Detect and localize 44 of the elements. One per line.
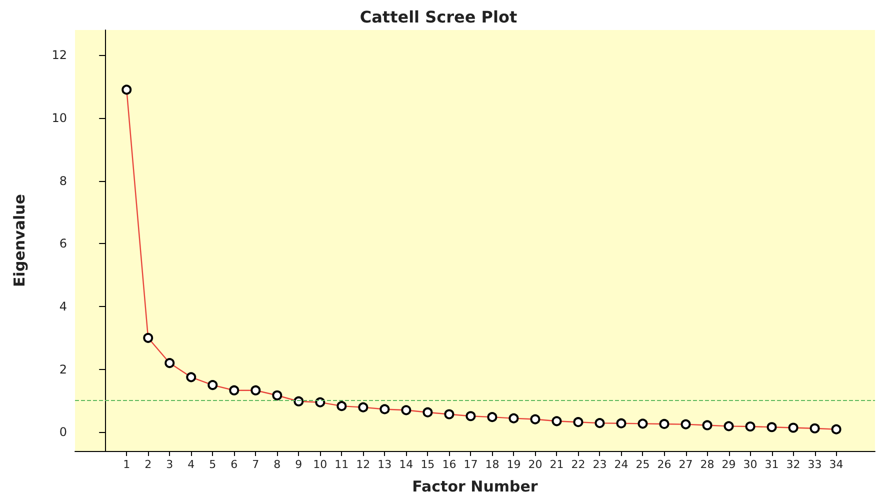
x-tick-label: 16 [442, 458, 456, 471]
x-tick-label: 1 [123, 458, 130, 471]
x-tick-label: 32 [786, 458, 800, 471]
y-tick-label: 0 [59, 425, 67, 440]
y-tick-label: 6 [59, 236, 67, 251]
x-tick-label: 25 [636, 458, 650, 471]
x-tick-label: 30 [743, 458, 758, 471]
chart-title: Cattell Scree Plot [360, 8, 518, 26]
y-tick-label: 8 [59, 174, 67, 188]
x-tick-label: 23 [592, 458, 607, 471]
x-tick-label: 7 [252, 458, 260, 471]
x-tick-label: 10 [313, 458, 328, 471]
x-tick-label: 8 [274, 458, 281, 471]
x-tick-label: 17 [464, 458, 478, 471]
x-tick-label: 33 [808, 458, 822, 471]
x-tick-label: 9 [295, 458, 302, 471]
x-tick-label: 34 [829, 458, 844, 471]
x-tick-label: 3 [166, 458, 174, 471]
x-tick-label: 26 [657, 458, 672, 471]
x-tick-label: 24 [614, 458, 628, 471]
x-tick-label: 6 [230, 458, 238, 471]
x-tick-label: 14 [399, 458, 414, 471]
y-tick-label: 12 [52, 48, 67, 62]
y-axis-title: Eigenvalue [10, 194, 28, 287]
x-tick-label: 2 [144, 458, 152, 471]
y-tick-label: 2 [59, 362, 67, 376]
x-tick-label: 15 [420, 458, 435, 471]
y-tick-label: 4 [59, 299, 67, 314]
x-tick-label: 11 [334, 458, 349, 471]
x-tick-label: 28 [700, 458, 714, 471]
x-tick-label: 4 [188, 458, 195, 471]
x-axis-title: Factor Number [412, 478, 538, 496]
x-tick-label: 22 [571, 458, 586, 471]
x-tick-label: 19 [506, 458, 521, 471]
x-tick-label: 12 [356, 458, 370, 471]
y-tick-label: 10 [52, 110, 67, 125]
x-tick-label: 13 [378, 458, 392, 471]
x-tick-label: 5 [209, 458, 216, 471]
x-tick-label: 27 [678, 458, 693, 471]
x-tick-label: 31 [764, 458, 779, 471]
x-tick-label: 21 [550, 458, 564, 471]
x-tick-label: 20 [528, 458, 542, 471]
x-tick-label: 29 [722, 458, 736, 471]
x-tick-label: 18 [485, 458, 500, 471]
